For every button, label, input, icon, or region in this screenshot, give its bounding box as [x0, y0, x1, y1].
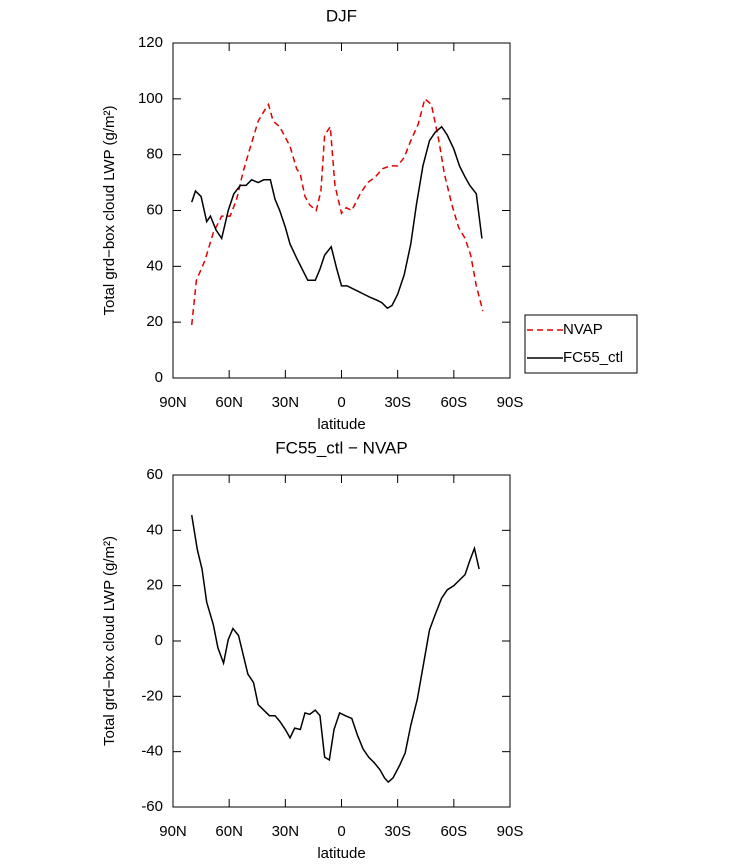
x-tick-label: 30S [384, 823, 411, 840]
y-axis-label: Total grd−box cloud LWP (g/m²) [101, 536, 118, 746]
y-tick-label: 100 [138, 90, 163, 107]
x-tick-label: 60S [440, 394, 467, 411]
x-tick-label: 90S [497, 823, 524, 840]
y-axis-label: Total grd−box cloud LWP (g/m²) [101, 106, 118, 316]
x-tick-label: 90N [159, 394, 187, 411]
x-tick-label: 60S [440, 823, 467, 840]
chart-title: DJF [326, 6, 357, 25]
y-tick-label: 120 [138, 34, 163, 51]
y-tick-label: -40 [141, 743, 163, 760]
x-tick-label: 0 [337, 823, 345, 840]
plot-frame [172, 474, 511, 808]
y-tick-label: 40 [146, 257, 163, 274]
x-tick-label: 60N [215, 823, 243, 840]
y-tick-label: -60 [141, 798, 163, 815]
legend-label: NVAP [563, 321, 603, 338]
data-line [191, 125, 483, 310]
x-tick-label: 60N [215, 394, 243, 411]
y-tick-label: 60 [146, 201, 163, 218]
y-tick-label: 40 [146, 521, 163, 538]
y-tick-label: 20 [146, 313, 163, 330]
legend-label: FC55_ctl [563, 349, 623, 366]
x-tick-label: 30N [272, 394, 300, 411]
legend-box [524, 314, 638, 374]
y-tick-label: 0 [155, 632, 163, 649]
chart-title: FC55_ctl − NVAP [275, 438, 407, 457]
y-tick-label: 0 [155, 369, 163, 386]
x-axis-label: latitude [317, 416, 365, 433]
y-tick-label: 60 [146, 466, 163, 483]
data-line [190, 97, 484, 326]
x-tick-label: 90S [497, 394, 524, 411]
y-tick-label: 20 [146, 577, 163, 594]
x-axis-label: latitude [317, 845, 365, 862]
y-tick-label: -20 [141, 687, 163, 704]
data-line [190, 514, 480, 784]
x-tick-label: 30N [272, 823, 300, 840]
x-tick-label: 90N [159, 823, 187, 840]
x-tick-label: 0 [337, 394, 345, 411]
x-tick-label: 30S [384, 394, 411, 411]
y-tick-label: 80 [146, 146, 163, 163]
